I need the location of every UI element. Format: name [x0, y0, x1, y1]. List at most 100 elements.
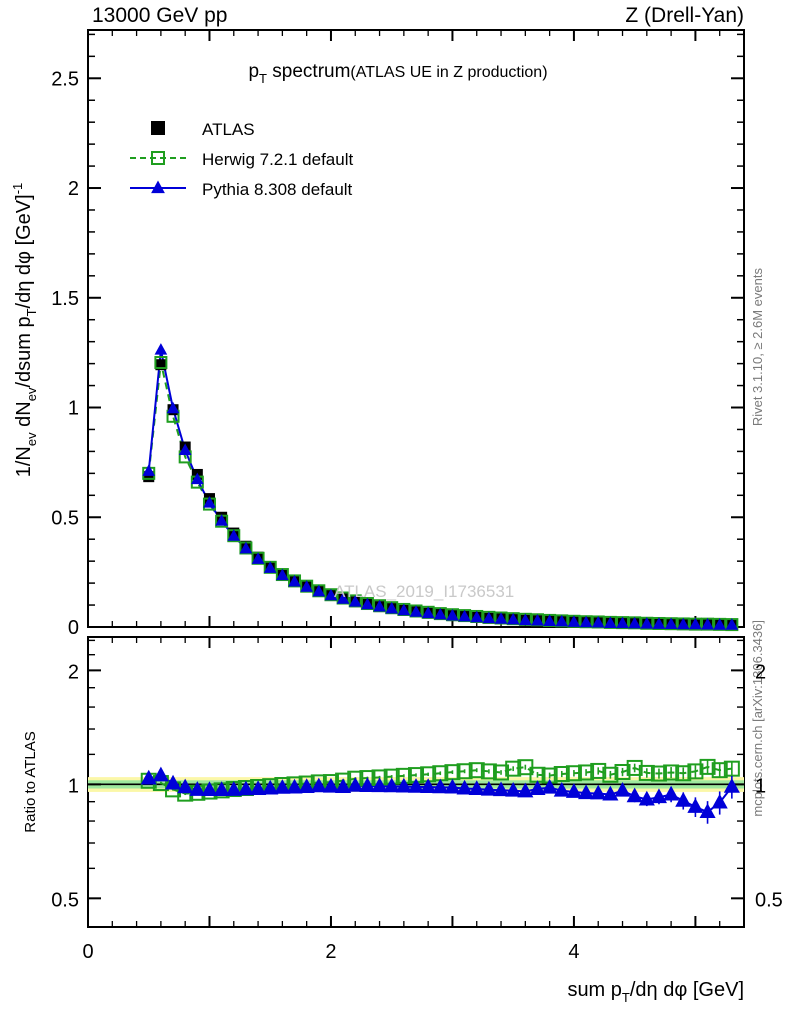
data-marker: [300, 580, 313, 592]
data-marker: [444, 778, 461, 794]
data-marker: [322, 777, 340, 793]
data-marker: [189, 781, 206, 796]
data-marker: [274, 779, 291, 794]
data-marker: [640, 617, 654, 629]
y-axis-label-ratio: Ratio to ATLAS: [22, 731, 39, 832]
data-marker: [529, 780, 546, 795]
data-marker: [359, 777, 376, 792]
data-marker: [676, 617, 690, 630]
data-marker: [458, 609, 471, 622]
data-marker: [373, 599, 386, 612]
x-axis-label: sum pT/dη dφ [GeV]: [567, 979, 744, 1005]
data-marker: [288, 574, 301, 587]
data-marker: [519, 613, 532, 626]
data-marker: [432, 778, 449, 794]
data-marker: [638, 790, 655, 806]
data-marker: [433, 607, 447, 620]
data-marker: [541, 778, 558, 794]
y-tick-label-main-0: 0: [68, 617, 79, 639]
data-marker: [151, 180, 165, 194]
data-marker: [251, 552, 265, 564]
data-marker: [407, 778, 425, 793]
data-marker: [468, 780, 485, 795]
x-tick-label-2: 2: [325, 941, 336, 963]
data-marker: [298, 778, 315, 793]
data-marker: [142, 464, 156, 476]
main-panel-frame: [87, 29, 745, 628]
data-marker: [482, 611, 496, 624]
data-marker: [191, 472, 204, 485]
data-marker: [543, 614, 556, 626]
data-marker: [506, 612, 520, 625]
data-marker: [383, 777, 400, 793]
data-marker: [614, 781, 631, 797]
data-marker: [675, 792, 692, 807]
data-marker: [652, 617, 666, 629]
data-marker: [164, 774, 182, 790]
data-marker: [663, 764, 680, 781]
data-marker: [263, 561, 277, 573]
data-marker: [420, 778, 437, 793]
data-marker: [347, 777, 364, 792]
y-tick-label-ratio-right-1: 1: [755, 775, 766, 797]
data-marker: [225, 781, 242, 796]
data-marker: [626, 787, 643, 803]
data-marker: [553, 765, 570, 782]
data-marker: [699, 803, 716, 818]
legend-label-1: Herwig 7.2.1 default: [202, 150, 353, 169]
data-marker: [262, 779, 279, 795]
data-marker: [614, 763, 631, 780]
y-tick-label-main-4: 2: [68, 178, 79, 200]
y-tick-label-ratio-2: 2: [68, 661, 79, 683]
data-marker: [505, 781, 522, 797]
data-marker: [590, 784, 607, 800]
data-marker: [361, 597, 374, 610]
data-marker: [397, 603, 411, 616]
y-tick-label-main-5: 2.5: [51, 68, 79, 90]
data-marker: [227, 529, 241, 541]
data-marker: [602, 785, 619, 801]
data-marker: [409, 605, 423, 617]
data-marker: [579, 615, 593, 628]
data-marker: [616, 616, 629, 629]
data-marker: [723, 778, 740, 793]
ratio-series-group: [140, 758, 740, 824]
data-marker: [626, 759, 643, 776]
data-marker: [723, 760, 740, 777]
data-marker: [505, 760, 522, 777]
legend: ATLAS Herwig 7.2.1 default Pythia 8.308 de…: [130, 120, 353, 199]
y-tick-label-ratio-1: 1: [68, 775, 79, 797]
data-marker: [456, 763, 473, 780]
y-tick-label-main-3: 1.5: [51, 288, 79, 310]
data-marker: [140, 769, 157, 785]
data-marker: [687, 763, 704, 780]
data-marker: [312, 584, 326, 597]
y-tick-label-ratio-right-2: 2: [755, 661, 766, 683]
data-marker: [324, 588, 338, 601]
y-tick-label-ratio-0: 0.5: [51, 889, 79, 911]
x-tick-label-0: 0: [82, 941, 93, 963]
header-left-label: 13000 GeV pp: [92, 4, 227, 27]
data-marker: [517, 782, 534, 798]
data-marker: [276, 568, 289, 581]
data-marker: [638, 764, 655, 781]
y-axis-label-main: 1/Nev dNev/dsum pT/dη dφ [GeV]-1: [10, 183, 39, 478]
legend-label-0: ATLAS: [202, 120, 255, 139]
data-marker: [664, 617, 678, 630]
data-marker: [650, 788, 668, 804]
side-text-mcplots: mcplots.cern.ch [arXiv:1306.3436]: [750, 620, 765, 817]
data-marker: [213, 781, 230, 796]
data-marker: [468, 762, 485, 779]
data-marker: [446, 608, 459, 621]
data-marker: [336, 592, 350, 604]
data-marker: [385, 601, 399, 614]
y-tick-label-ratio-right-0: 0.5: [755, 889, 783, 911]
side-text-rivet: Rivet 3.1.10, ≥ 2.6M events: [750, 268, 765, 427]
data-marker: [492, 781, 510, 797]
data-marker: [371, 777, 388, 793]
y-tick-label-main-1: 0.5: [51, 507, 79, 529]
data-marker: [310, 777, 327, 793]
data-marker: [578, 784, 595, 800]
data-marker: [565, 783, 582, 798]
